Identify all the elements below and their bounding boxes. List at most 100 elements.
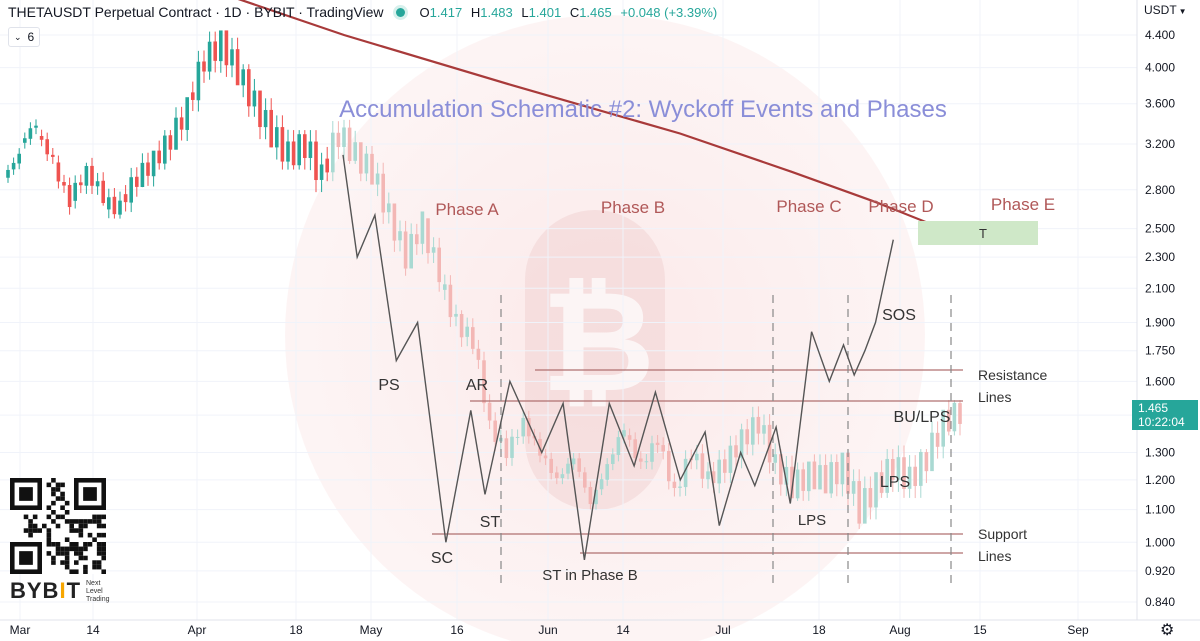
time-tick-label: Apr bbox=[188, 623, 207, 637]
qr-module bbox=[78, 532, 84, 538]
qr-module bbox=[96, 551, 102, 556]
chart-title: Accumulation Schematic #2: Wyckoff Event… bbox=[339, 96, 947, 123]
candle-body bbox=[454, 313, 458, 317]
qr-module bbox=[64, 537, 70, 542]
candle-body bbox=[728, 445, 733, 473]
qr-module bbox=[92, 564, 97, 570]
qr-module bbox=[101, 514, 106, 520]
candle-body bbox=[431, 247, 436, 253]
qr-module bbox=[60, 505, 65, 510]
qr-module bbox=[74, 569, 79, 574]
bar-countdown: 10:22:04 bbox=[1138, 415, 1185, 429]
candle-body bbox=[443, 284, 447, 290]
candle-body bbox=[605, 464, 609, 480]
logo-tagline-1: Next bbox=[86, 580, 101, 587]
candle-body bbox=[415, 234, 419, 245]
bybit-logo: BYBIT bbox=[10, 578, 81, 604]
price-tick-label: 1.000 bbox=[1145, 535, 1175, 549]
qr-module bbox=[64, 546, 70, 552]
candle-body bbox=[868, 488, 873, 508]
candle-body bbox=[745, 429, 749, 445]
candle-body bbox=[448, 284, 453, 318]
qr-module bbox=[51, 542, 56, 547]
candle-body bbox=[67, 185, 72, 208]
candle-body bbox=[202, 61, 206, 72]
phase-labels: Phase A Phase B Phase C Phase D Phase E bbox=[435, 195, 1055, 219]
qr-module bbox=[51, 560, 56, 565]
candle-body bbox=[73, 182, 77, 201]
qr-module bbox=[60, 491, 65, 497]
qr-module bbox=[69, 546, 74, 552]
qr-module bbox=[64, 555, 70, 561]
candle-body bbox=[314, 141, 318, 181]
candle-body bbox=[661, 445, 665, 452]
candle-body bbox=[370, 153, 374, 185]
candle-body bbox=[129, 177, 133, 203]
qr-module bbox=[46, 551, 52, 556]
candle-body bbox=[230, 49, 234, 66]
support-lines-label-2: Lines bbox=[978, 548, 1011, 564]
candle-body bbox=[364, 153, 369, 174]
event-st-phase-b: ST in Phase B bbox=[542, 567, 638, 584]
price-tick-label: 2.300 bbox=[1145, 250, 1175, 264]
candle-body bbox=[325, 158, 329, 173]
qr-module bbox=[83, 519, 88, 524]
candle-body bbox=[308, 141, 313, 158]
qr-module bbox=[96, 523, 102, 529]
candle-body bbox=[252, 90, 257, 107]
candle-body bbox=[555, 472, 559, 478]
candle-body bbox=[801, 469, 805, 491]
currency-selector[interactable]: USDT ▼ bbox=[1144, 3, 1187, 17]
time-tick-label: 15 bbox=[973, 623, 987, 637]
candle-body bbox=[34, 125, 38, 128]
candle-body bbox=[594, 489, 598, 505]
symbol-title[interactable]: THETAUSDT Perpetual Contract · 1D · BYBI… bbox=[8, 4, 384, 20]
qr-module bbox=[101, 546, 106, 552]
candle-body bbox=[39, 135, 44, 140]
qr-module bbox=[55, 482, 61, 488]
qr-module bbox=[55, 523, 61, 529]
event-sos: SOS bbox=[882, 307, 916, 324]
candle-body bbox=[342, 127, 346, 148]
candle-body bbox=[566, 463, 570, 474]
qr-module bbox=[83, 523, 88, 529]
qr-module bbox=[87, 532, 93, 538]
qr-module bbox=[92, 560, 97, 565]
low-value: 1.401 bbox=[528, 4, 562, 20]
qr-module bbox=[83, 564, 88, 570]
qr-module bbox=[96, 514, 102, 520]
candle-body bbox=[123, 194, 128, 203]
candle-body bbox=[471, 327, 475, 349]
candle-body bbox=[84, 166, 89, 186]
price-axis[interactable]: 4.400 4.000 3.600 3.200 2.800 2.500 2.300 2.100… bbox=[1145, 28, 1175, 609]
time-axis[interactable]: Mar 14 Apr 18 May 16 Jun 14 Jul 18 Aug 15 Sep bbox=[10, 623, 1089, 637]
price-tick-label: 3.600 bbox=[1145, 97, 1175, 111]
qr-module bbox=[64, 560, 70, 565]
candle-body bbox=[286, 141, 290, 162]
phase-label-e: Phase E bbox=[991, 195, 1055, 214]
qr-module bbox=[64, 519, 70, 524]
qr-module bbox=[37, 528, 42, 533]
moving-average-line bbox=[237, 0, 1006, 241]
qr-module bbox=[64, 564, 70, 570]
change-value: +0.048 (+3.39%) bbox=[620, 4, 718, 20]
price-tick-label: 1.100 bbox=[1145, 503, 1175, 517]
candle-body bbox=[627, 435, 632, 440]
indicator-toggle[interactable]: ⌄ 6 bbox=[8, 27, 41, 47]
candle-body bbox=[420, 211, 425, 244]
candle-body bbox=[885, 458, 889, 493]
candle-body bbox=[695, 453, 699, 461]
open-value: 1.417 bbox=[429, 4, 463, 20]
gear-icon[interactable]: ⚙ bbox=[1160, 622, 1175, 639]
qr-module bbox=[101, 532, 106, 538]
candle-body bbox=[398, 231, 402, 241]
qr-module bbox=[28, 523, 33, 529]
qr-module bbox=[51, 555, 56, 561]
candle-body bbox=[17, 153, 21, 164]
qr-module bbox=[74, 528, 79, 533]
qr-module bbox=[78, 551, 84, 556]
qr-module bbox=[42, 523, 47, 529]
candle-body bbox=[611, 454, 615, 464]
ohlc-values: O1.417 H1.483 L1.401 C1.465 +0.048 (+3.3… bbox=[415, 5, 718, 20]
